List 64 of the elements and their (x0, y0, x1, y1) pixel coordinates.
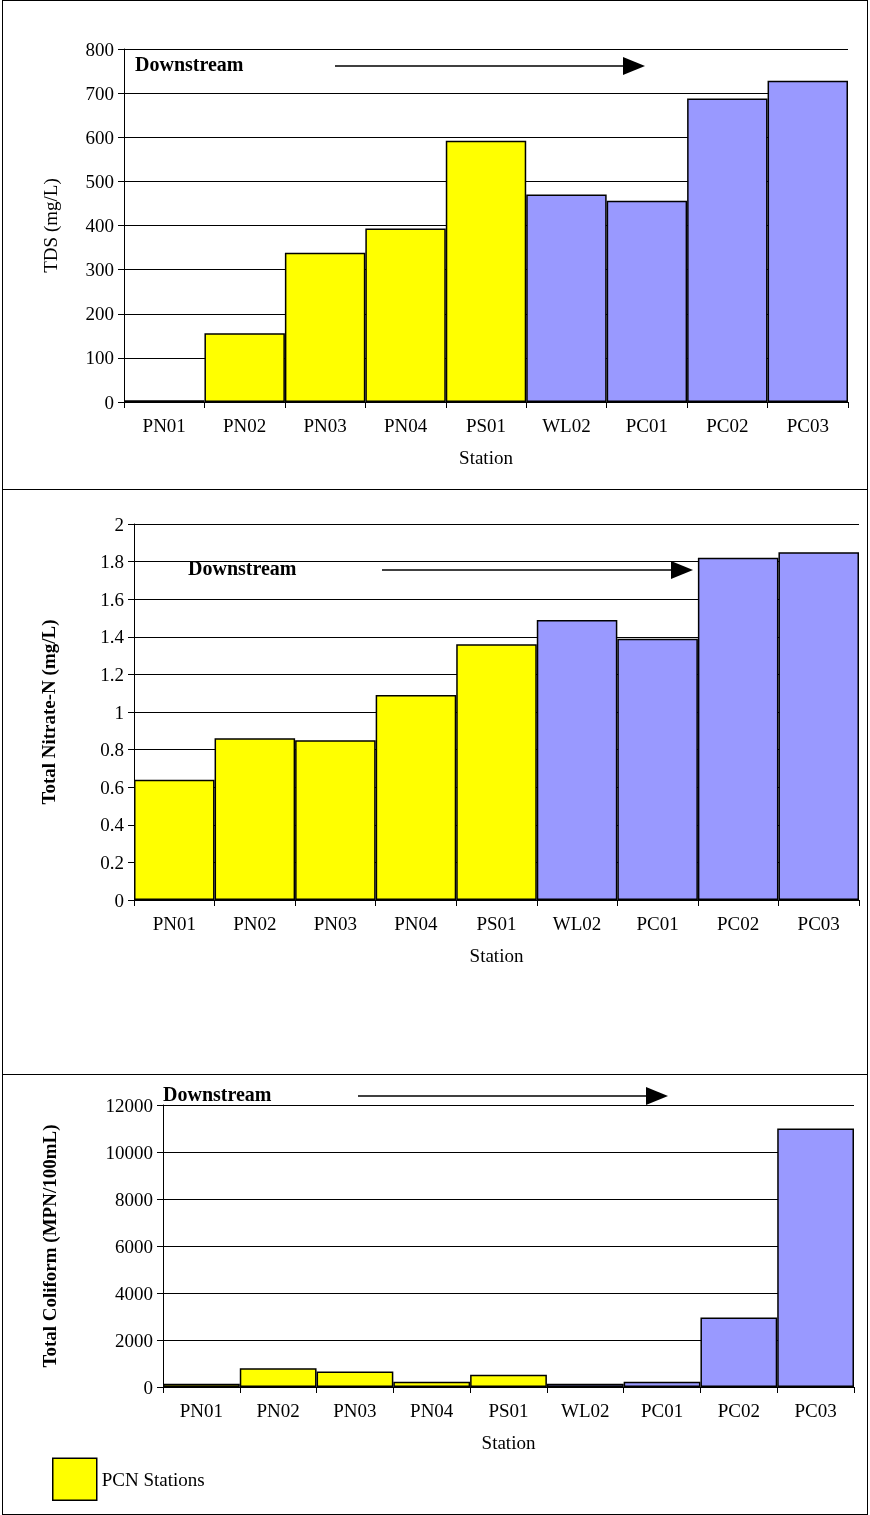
x-tick-label: PN01 (152, 913, 196, 934)
y-tick-label: 0.2 (100, 851, 124, 873)
x-tick-label: PC03 (794, 1400, 837, 1421)
y-tick-label: 1.4 (100, 626, 125, 648)
x-tick-label: PC01 (636, 913, 679, 934)
y-tick-label: 300 (85, 259, 114, 281)
x-tick-label: PN03 (313, 913, 358, 934)
x-tick-label: PC02 (717, 1400, 760, 1421)
y-tick-label: 700 (85, 82, 114, 104)
y-axis-title: TDS (mg/L) (40, 178, 62, 273)
x-tick-label: PN04 (383, 415, 428, 436)
x-axis-title: Station (459, 447, 514, 468)
x-tick-label: WL02 (561, 1400, 610, 1421)
x-tick-label: PN02 (223, 415, 267, 436)
y-axis-title: Total Nitrate-N (mg/L) (38, 619, 60, 805)
x-tick-label: PC02 (706, 415, 749, 436)
y-tick-label: 2 (114, 513, 124, 535)
y-tick-label: 0 (143, 1376, 153, 1398)
y-tick-label: 1.6 (100, 588, 124, 610)
annotation: Downstream (135, 53, 244, 76)
y-tick-label: 0 (104, 391, 114, 413)
x-tick-label: WL02 (542, 415, 591, 436)
x-tick-label: PS01 (488, 1400, 529, 1421)
x-tick-label: PN03 (303, 415, 347, 436)
y-tick-label: 0.8 (100, 739, 124, 761)
x-tick-label: PS01 (476, 913, 517, 934)
y-tick-label: 0.6 (100, 776, 124, 798)
y-tick-label: 800 (85, 38, 114, 60)
x-tick-label: PN02 (233, 913, 277, 934)
y-tick-label: 8000 (115, 1188, 153, 1210)
x-tick-label: PC03 (786, 415, 829, 436)
y-tick-label: 1.8 (100, 551, 124, 573)
x-tick-label: PN02 (256, 1400, 300, 1421)
y-tick-label: 0.4 (100, 814, 125, 836)
x-tick-label: PN01 (179, 1400, 224, 1421)
y-tick-label: 1 (114, 701, 124, 723)
annotation: Downstream (188, 557, 297, 580)
x-tick-label: PC01 (625, 415, 669, 436)
y-tick-label: 6000 (115, 1235, 153, 1257)
x-tick-label: WL02 (552, 913, 602, 934)
x-tick-label: PC02 (717, 913, 760, 934)
y-tick-label: 600 (85, 126, 114, 148)
x-tick-label: PC03 (797, 913, 840, 934)
x-tick-label: PN04 (410, 1400, 454, 1421)
x-axis-title: Station (481, 1432, 536, 1453)
y-tick-label: 500 (85, 170, 114, 192)
x-tick-label: PN04 (394, 913, 439, 934)
x-tick-label: PN01 (142, 415, 186, 436)
x-tick-label: PN03 (333, 1400, 377, 1421)
text: Downstream (163, 1083, 272, 1106)
y-tick-label: 200 (85, 303, 114, 325)
x-tick-label: PC01 (640, 1400, 684, 1421)
y-tick-label: 12000 (105, 1094, 153, 1116)
y-tick-label: 2000 (115, 1329, 153, 1351)
y-tick-label: 100 (85, 347, 114, 369)
y-tick-label: 0 (114, 889, 124, 911)
x-axis-title: Station (469, 945, 524, 966)
y-tick-label: 400 (85, 215, 114, 236)
x-tick-label: PS01 (465, 415, 507, 436)
y-tick-label: 1.2 (100, 663, 124, 685)
y-tick-label: 10000 (105, 1141, 153, 1163)
y-axis-title: Total Coliform (MPN/100mL) (39, 1124, 61, 1368)
y-tick-label: 4000 (115, 1282, 153, 1304)
legend-label: PCN Stations (101, 1468, 205, 1490)
